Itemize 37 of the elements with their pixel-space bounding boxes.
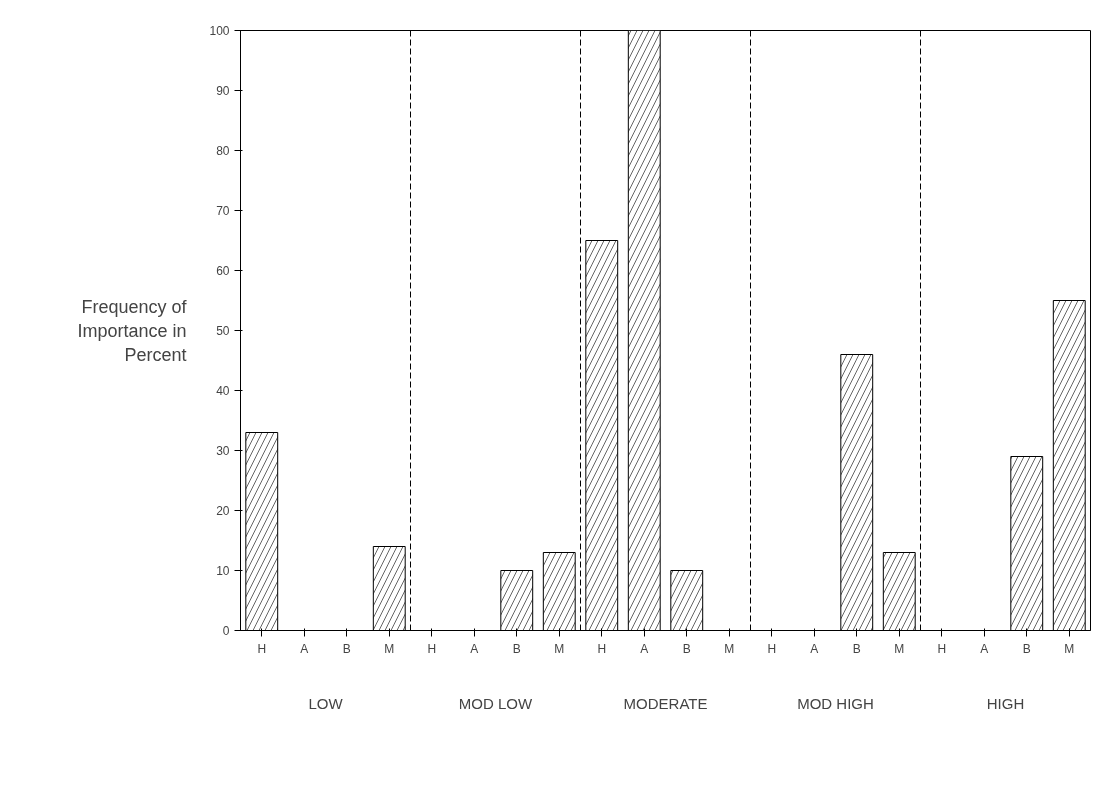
x-tick-label: H [257, 641, 267, 656]
x-tick-label: M [724, 641, 735, 656]
y-tick-label: 80 [216, 144, 230, 158]
x-tick-label: H [937, 641, 947, 656]
y-tick-label: 40 [216, 384, 230, 398]
x-tick-label: A [300, 641, 309, 656]
x-tick-label: M [894, 641, 905, 656]
x-tick-label: B [1022, 641, 1031, 656]
x-tick-label: H [427, 641, 437, 656]
y-tick-label: 50 [216, 324, 230, 338]
y-tick-label: 10 [216, 564, 230, 578]
y-tick-label: 0 [222, 624, 230, 638]
y-axis-title: Frequency of Importance in Percent [77, 296, 188, 365]
y-tick-label: 90 [216, 84, 230, 98]
y-tick-label: 20 [216, 504, 230, 518]
x-tick-label: M [384, 641, 395, 656]
y-tick-label: 30 [216, 444, 230, 458]
x-tick-label: M [554, 641, 565, 656]
text: MOD HIGH [797, 694, 874, 712]
y-tick-label: 100 [209, 24, 230, 38]
text: MODERATE [623, 694, 708, 712]
x-tick-label: B [342, 641, 351, 656]
x-tick-label: B [682, 641, 691, 656]
x-tick-label: A [810, 641, 819, 656]
text: HIGH [986, 694, 1025, 712]
text: LOW [308, 694, 344, 712]
y-tick-label: 70 [216, 204, 230, 218]
x-tick-label: B [852, 641, 861, 656]
x-tick-label: B [512, 641, 521, 656]
x-tick-label: A [980, 641, 989, 656]
text: MOD LOW [458, 694, 534, 712]
x-tick-label: A [640, 641, 649, 656]
x-tick-label: H [597, 641, 607, 656]
x-tick-label: H [767, 641, 777, 656]
y-tick-label: 60 [216, 264, 230, 278]
x-tick-label: M [1064, 641, 1075, 656]
x-tick-label: A [470, 641, 479, 656]
